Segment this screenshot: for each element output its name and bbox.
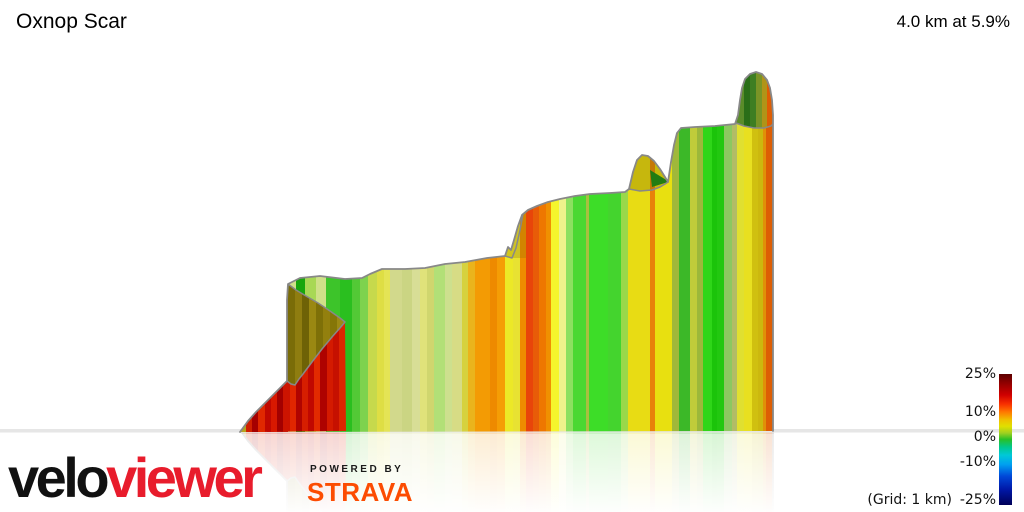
elevation-profile[interactable] bbox=[240, 50, 773, 433]
powered-by-label: POWERED BY bbox=[310, 464, 404, 475]
veloviewer-logo[interactable]: veloviewer bbox=[8, 450, 263, 506]
logo-velo-text: velo bbox=[8, 446, 110, 509]
page-title: Oxnop Scar bbox=[16, 10, 127, 33]
climb-summary: 4.0 km at 5.9% bbox=[896, 12, 1010, 31]
logo-viewer-text: viewer bbox=[106, 446, 263, 509]
strava-logo[interactable]: STRAVA bbox=[307, 477, 414, 507]
